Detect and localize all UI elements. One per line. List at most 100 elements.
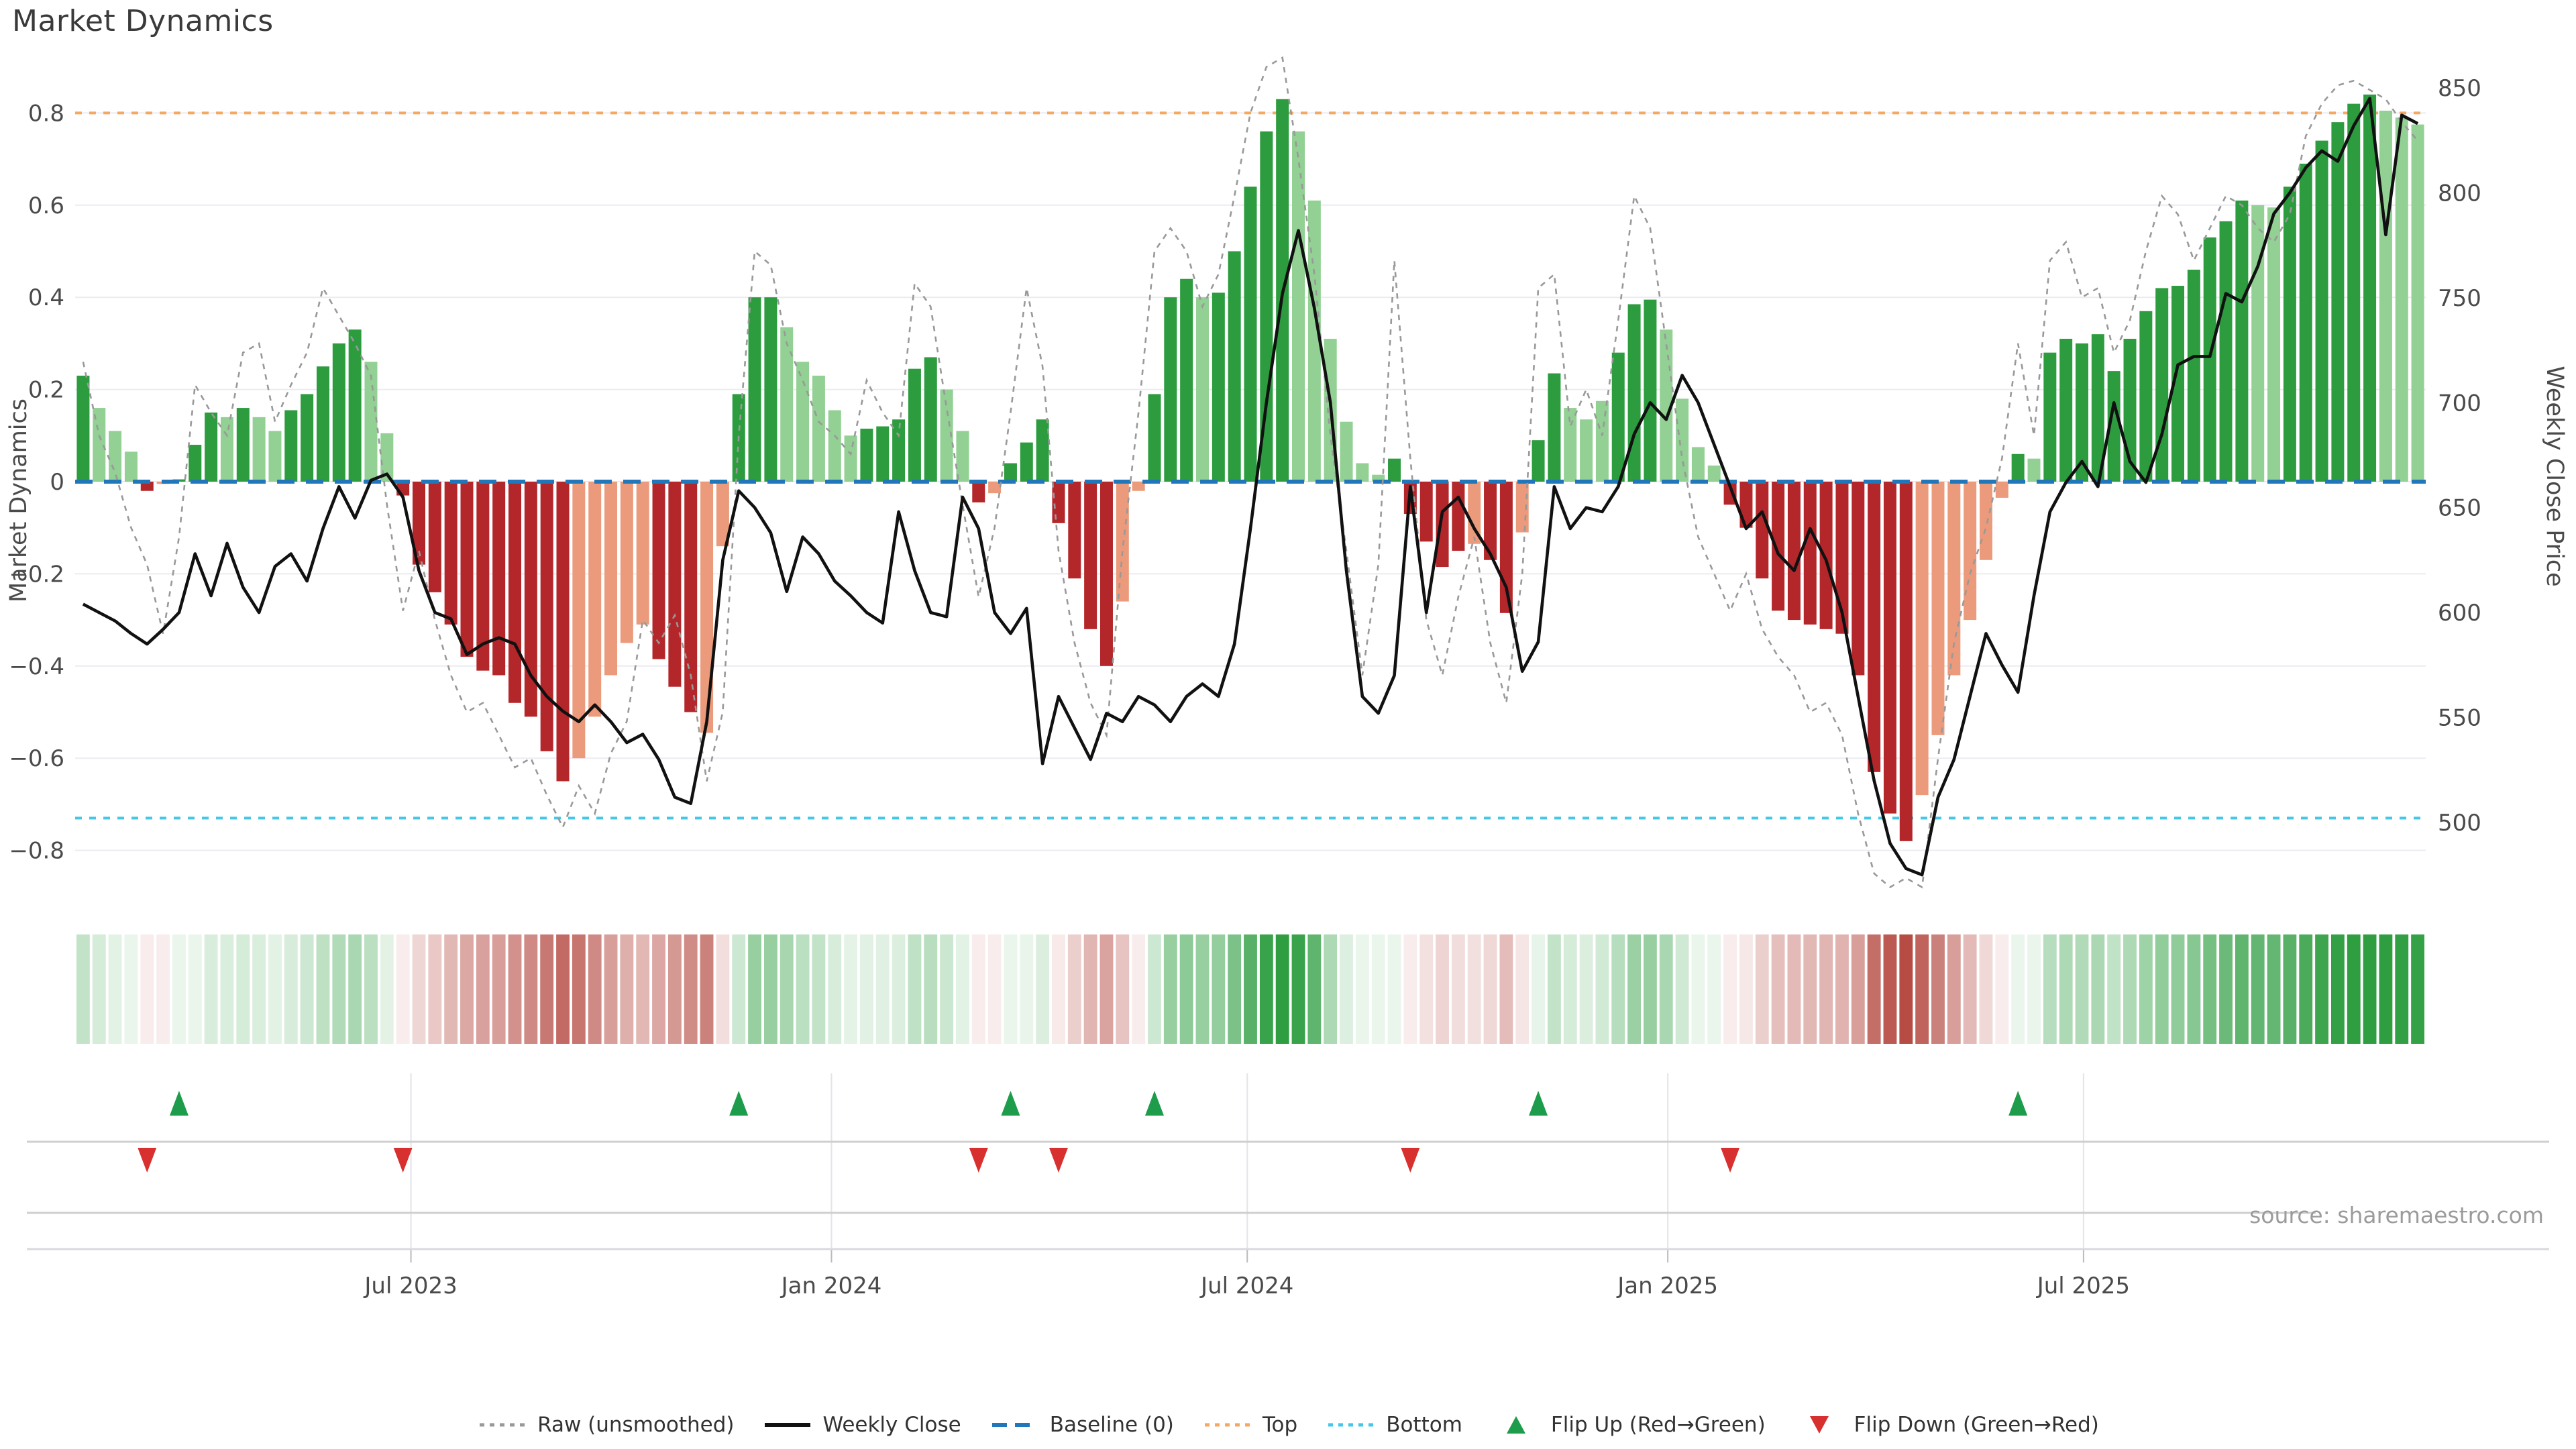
legend-item[interactable]: Baseline (0) <box>989 1413 1174 1437</box>
heatmap-cell <box>2347 934 2361 1044</box>
bar <box>956 431 969 482</box>
bar <box>620 482 633 643</box>
heatmap-cell <box>2171 934 2185 1044</box>
heatmap-cell <box>1004 934 1018 1044</box>
bar <box>1228 251 1241 482</box>
bar <box>1595 400 1609 482</box>
legend-item[interactable]: Weekly Close <box>762 1413 961 1437</box>
heatmap-cell <box>348 934 362 1044</box>
bar <box>604 482 618 676</box>
bar <box>716 482 729 547</box>
heatmap-cell <box>1020 934 1034 1044</box>
heatmap-cell <box>1755 934 1769 1044</box>
heatmap-cell <box>284 934 298 1044</box>
heatmap-cell <box>1275 934 1289 1044</box>
heatmap-cell <box>716 934 730 1044</box>
bar <box>428 482 441 592</box>
bar <box>252 417 266 482</box>
bar <box>1260 131 1273 482</box>
legend-item[interactable]: Top <box>1202 1413 1297 1437</box>
legend-label: Weekly Close <box>822 1413 961 1437</box>
flip-up-marker <box>2008 1091 2028 1116</box>
bar <box>556 482 570 782</box>
heatmap-cell <box>1212 934 1226 1044</box>
bar <box>1611 352 1625 482</box>
triangle-up-legend-swatch <box>1506 1416 1525 1434</box>
bar <box>2331 122 2345 482</box>
heatmap-cell <box>2203 934 2217 1044</box>
heatmap-cell <box>700 934 714 1044</box>
heatmap-cell <box>844 934 857 1044</box>
heatmap-cell <box>1067 934 1081 1044</box>
bar <box>1756 482 1769 579</box>
right-tick-label: 600 <box>2438 600 2481 627</box>
heatmap-cell <box>332 934 346 1044</box>
bar <box>2076 343 2089 482</box>
bar <box>588 482 602 717</box>
heatmap-cell <box>1259 934 1273 1044</box>
heatmap-cell <box>1499 934 1513 1044</box>
flip-down-marker <box>393 1148 413 1173</box>
right-tick-label: 500 <box>2438 810 2481 837</box>
heatmap-cell <box>2139 934 2153 1044</box>
bar <box>1468 482 1481 544</box>
legend-item[interactable]: Raw (unsmoothed) <box>477 1413 734 1437</box>
bar <box>2411 124 2424 482</box>
bar <box>876 426 890 482</box>
heatmap-cell <box>428 934 442 1044</box>
bar <box>1340 421 1353 482</box>
right-tick-label: 650 <box>2438 495 2481 522</box>
left-tick-label: −0.6 <box>9 745 64 772</box>
heatmap-cell <box>1915 934 1929 1044</box>
heatmap-cell <box>2411 934 2424 1044</box>
right-tick-label: 800 <box>2438 180 2481 207</box>
heatmap-cell <box>1899 934 1913 1044</box>
bar <box>1484 482 1497 560</box>
heatmap-cell <box>1099 934 1114 1044</box>
bar <box>2379 110 2392 482</box>
bar <box>1132 482 1145 491</box>
heatmap-cell <box>1547 934 1561 1044</box>
line-dotted-legend-swatch <box>1328 1423 1375 1427</box>
bar <box>236 408 250 482</box>
bar <box>1868 482 1881 772</box>
bar <box>2011 453 2025 482</box>
heatmap-cell <box>1787 934 1801 1044</box>
heatmap-cell <box>828 934 842 1044</box>
heatmap-cell <box>300 934 314 1044</box>
right-tick-label: 700 <box>2438 390 2481 417</box>
legend-item[interactable]: Flip Down (Green→Red) <box>1794 1413 2099 1437</box>
bar <box>2107 371 2121 482</box>
heatmap-cell <box>1532 934 1545 1044</box>
heatmap-cell <box>412 934 426 1044</box>
heatmap-cell <box>124 934 138 1044</box>
heatmap-cell <box>2075 934 2089 1044</box>
bar <box>2091 334 2104 482</box>
heatmap-cell <box>1036 934 1050 1044</box>
right-tick-label: 750 <box>2438 285 2481 312</box>
heatmap-cell <box>1324 934 1338 1044</box>
heatmap-cell <box>2251 934 2265 1044</box>
flip-up-marker <box>1144 1091 1164 1116</box>
bar <box>93 408 106 482</box>
heatmap-cell <box>524 934 538 1044</box>
heatmap-cell <box>1291 934 1305 1044</box>
bar <box>220 417 233 482</box>
bar <box>364 362 378 482</box>
line-dotted-legend-swatch <box>1204 1423 1250 1427</box>
bar <box>2043 352 2057 482</box>
left-tick-label: 0.4 <box>28 284 64 311</box>
bar <box>988 482 1002 494</box>
legend-label: Flip Up (Red→Green) <box>1550 1413 1766 1437</box>
bar <box>1180 278 1193 482</box>
line-dotted-legend-swatch <box>480 1423 526 1427</box>
heatmap-cell <box>2011 934 2025 1044</box>
bar <box>2347 103 2361 482</box>
legend-item[interactable]: Flip Up (Red→Green) <box>1491 1413 1766 1437</box>
heatmap-cell <box>620 934 634 1044</box>
bar <box>1707 465 1721 482</box>
legend-item[interactable]: Bottom <box>1326 1413 1462 1437</box>
flip-down-marker <box>1721 1148 1740 1173</box>
heatmap-cell <box>652 934 665 1044</box>
